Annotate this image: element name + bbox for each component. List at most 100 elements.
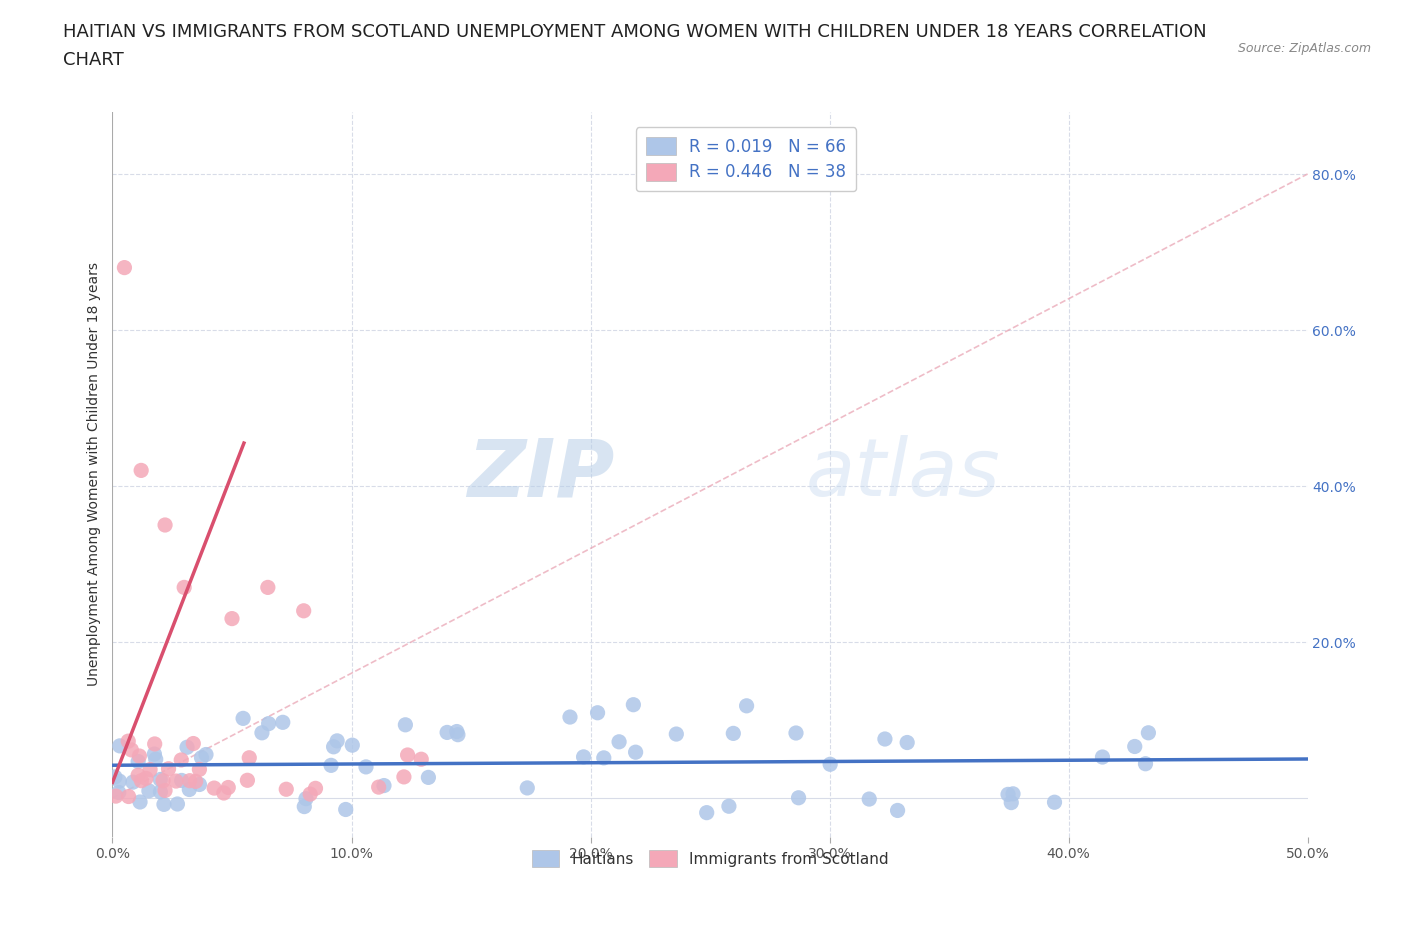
Point [418,770,440,785]
Point [188,777,211,792]
Point [135,771,157,786]
Point [114,260,135,275]
Point [886,803,908,817]
Point [104,789,127,804]
Point [1135,756,1157,771]
Point [354,760,377,775]
Point [221,611,243,626]
Point [1000,795,1022,810]
Point [292,799,315,814]
Point [304,781,326,796]
Point [696,805,718,820]
Point [236,773,259,788]
Point [202,780,225,795]
Point [127,754,149,769]
Point [592,751,614,765]
Point [117,734,139,749]
Point [108,738,131,753]
Point [257,580,280,595]
Point [250,725,273,740]
Point [153,797,176,812]
Point [392,769,415,784]
Point [153,518,176,533]
Point [607,735,630,750]
Point [665,726,688,741]
Point [586,705,609,720]
Point [179,782,201,797]
Point [122,775,145,790]
Point [572,750,595,764]
Point [143,747,166,762]
Point [170,752,193,767]
Point [319,758,342,773]
Point [120,742,142,757]
Point [394,717,416,732]
Point [299,787,322,802]
Point [165,774,187,789]
Point [257,716,280,731]
Text: atlas: atlas [806,435,1001,513]
Point [107,785,129,800]
Point [322,739,344,754]
Point [446,724,468,739]
Point [858,791,880,806]
Point [787,790,810,805]
Point [108,774,131,789]
Point [157,762,180,777]
Point [717,799,740,814]
Point [128,749,150,764]
Point [149,785,172,800]
Point [873,732,896,747]
Point [195,747,218,762]
Point [896,735,918,750]
Point [212,786,235,801]
Point [145,751,167,766]
Point [184,774,207,789]
Point [735,698,758,713]
Point [131,773,153,788]
Point [188,762,211,777]
Point [326,734,349,749]
Point [138,783,160,798]
Point [149,772,172,787]
Point [176,740,198,755]
Point [153,783,176,798]
Point [342,737,364,752]
Point [516,780,538,795]
Point [271,715,294,730]
Point [367,779,389,794]
Point [143,737,166,751]
Point [723,726,745,741]
Point [190,751,212,765]
Point [373,778,395,793]
Point [129,794,152,809]
Point [179,773,201,788]
Point [129,463,152,478]
Point [166,797,188,812]
Point [997,787,1019,802]
Text: HAITIAN VS IMMIGRANTS FROM SCOTLAND UNEMPLOYMENT AMONG WOMEN WITH CHILDREN UNDER: HAITIAN VS IMMIGRANTS FROM SCOTLAND UNEM… [63,23,1206,41]
Y-axis label: Unemployment Among Women with Children Under 18 years: Unemployment Among Women with Children U… [87,262,101,686]
Point [436,725,458,740]
Point [104,769,127,784]
Legend: Haitians, Immigrants from Scotland: Haitians, Immigrants from Scotland [526,844,894,873]
Point [1091,750,1114,764]
Point [238,751,260,765]
Point [1001,787,1024,802]
Point [127,768,149,783]
Point [170,773,193,788]
Point [117,789,139,804]
Point [295,791,318,806]
Point [173,580,195,595]
Point [785,725,807,740]
Point [292,604,315,618]
Point [139,762,162,777]
Point [152,773,174,788]
Point [276,782,298,797]
Point [818,757,841,772]
Text: Source: ZipAtlas.com: Source: ZipAtlas.com [1237,42,1371,55]
Text: ZIP: ZIP [467,435,614,513]
Point [1043,795,1066,810]
Point [411,751,433,766]
Point [447,727,470,742]
